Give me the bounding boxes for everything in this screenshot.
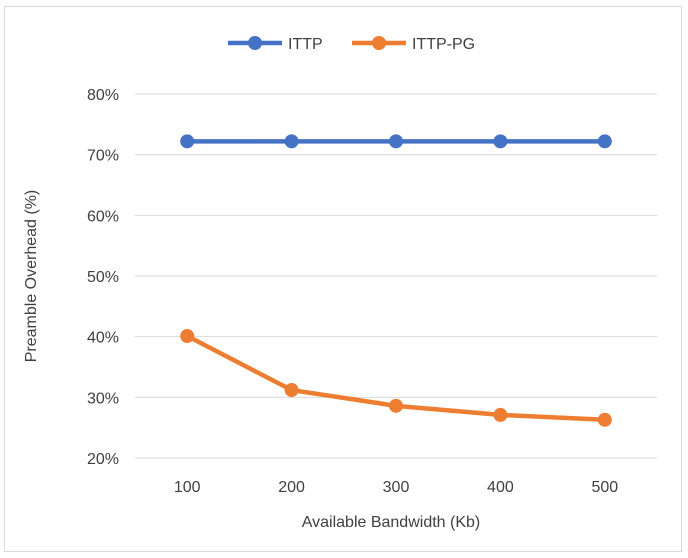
- data-point: [597, 134, 612, 149]
- legend: ITTP ITTP-PG: [228, 36, 475, 53]
- legend-item: ITTP-PG: [352, 36, 475, 53]
- x-tick-label: 100: [174, 479, 201, 496]
- x-tick-label: 400: [487, 479, 514, 496]
- data-point: [389, 134, 403, 149]
- x-axis-title: Available Bandwidth (Kb): [302, 514, 480, 531]
- y-tick-label: 50%: [87, 269, 119, 286]
- legend-label: ITTP-PG: [412, 36, 475, 53]
- x-tick-label: 300: [383, 479, 410, 496]
- data-point: [493, 134, 508, 149]
- series-lines: [180, 134, 612, 427]
- y-tick-label: 20%: [87, 451, 119, 468]
- y-tick-labels: 20% 30% 40% 50% 60% 70% 80%: [87, 87, 119, 468]
- y-tick-label: 70%: [87, 148, 119, 165]
- x-tick-label: 500: [591, 479, 618, 496]
- x-tick-label: 200: [278, 479, 305, 496]
- series-ittp-pg: [180, 329, 612, 427]
- chart-frame: [4, 6, 682, 552]
- y-tick-label: 60%: [87, 208, 119, 225]
- y-tick-label: 30%: [87, 390, 119, 407]
- gridlines: [135, 93, 657, 459]
- y-tick-label: 40%: [87, 330, 119, 347]
- data-point: [180, 329, 195, 344]
- y-axis-title: Preamble Overhead (%): [23, 190, 40, 363]
- data-point: [389, 398, 403, 413]
- data-point: [597, 412, 612, 427]
- data-point: [284, 383, 299, 398]
- legend-swatch-marker: [372, 36, 386, 50]
- data-point: [180, 134, 195, 149]
- legend-label: ITTP: [288, 36, 323, 53]
- y-tick-label: 80%: [87, 87, 119, 104]
- data-point: [284, 134, 299, 149]
- x-tick-labels: 100 200 300 400 500: [174, 479, 618, 496]
- series-ittp: [180, 134, 612, 149]
- legend-item: ITTP: [228, 36, 323, 53]
- legend-swatch-marker: [248, 36, 262, 50]
- data-point: [493, 407, 508, 422]
